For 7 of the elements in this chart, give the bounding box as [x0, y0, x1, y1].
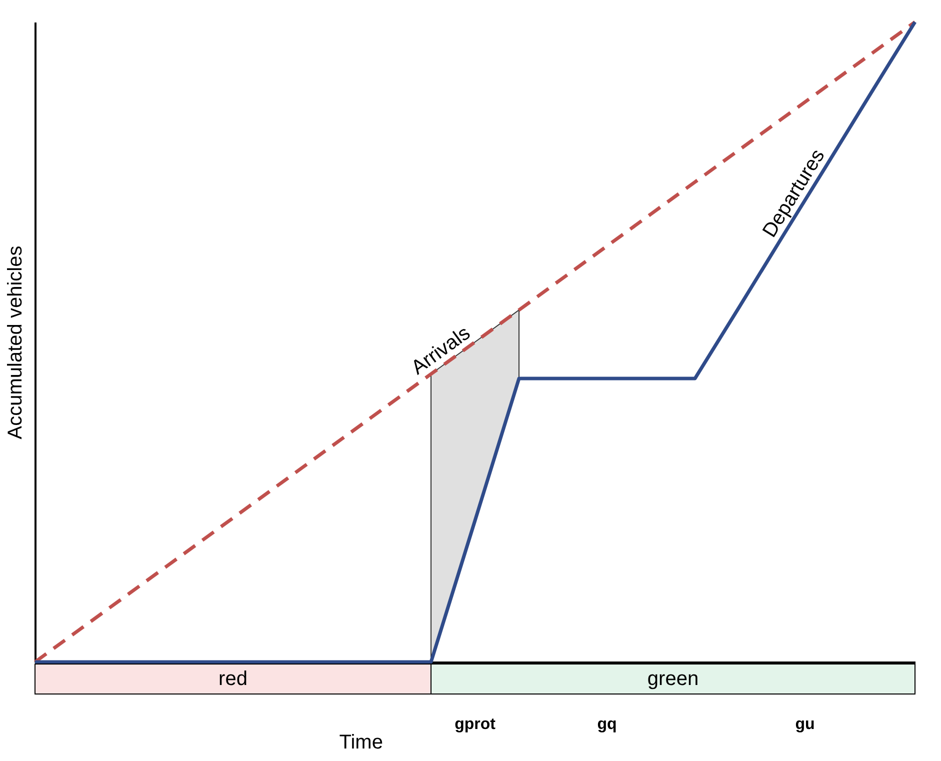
- x-axis-title: Time: [339, 732, 383, 754]
- y-axis-title: Accumulated vehicles: [4, 246, 26, 440]
- text: gq: [597, 716, 617, 733]
- text: green: [647, 668, 699, 690]
- text: gprot: [454, 716, 496, 733]
- text: red: [218, 668, 248, 690]
- text: gu: [795, 716, 815, 733]
